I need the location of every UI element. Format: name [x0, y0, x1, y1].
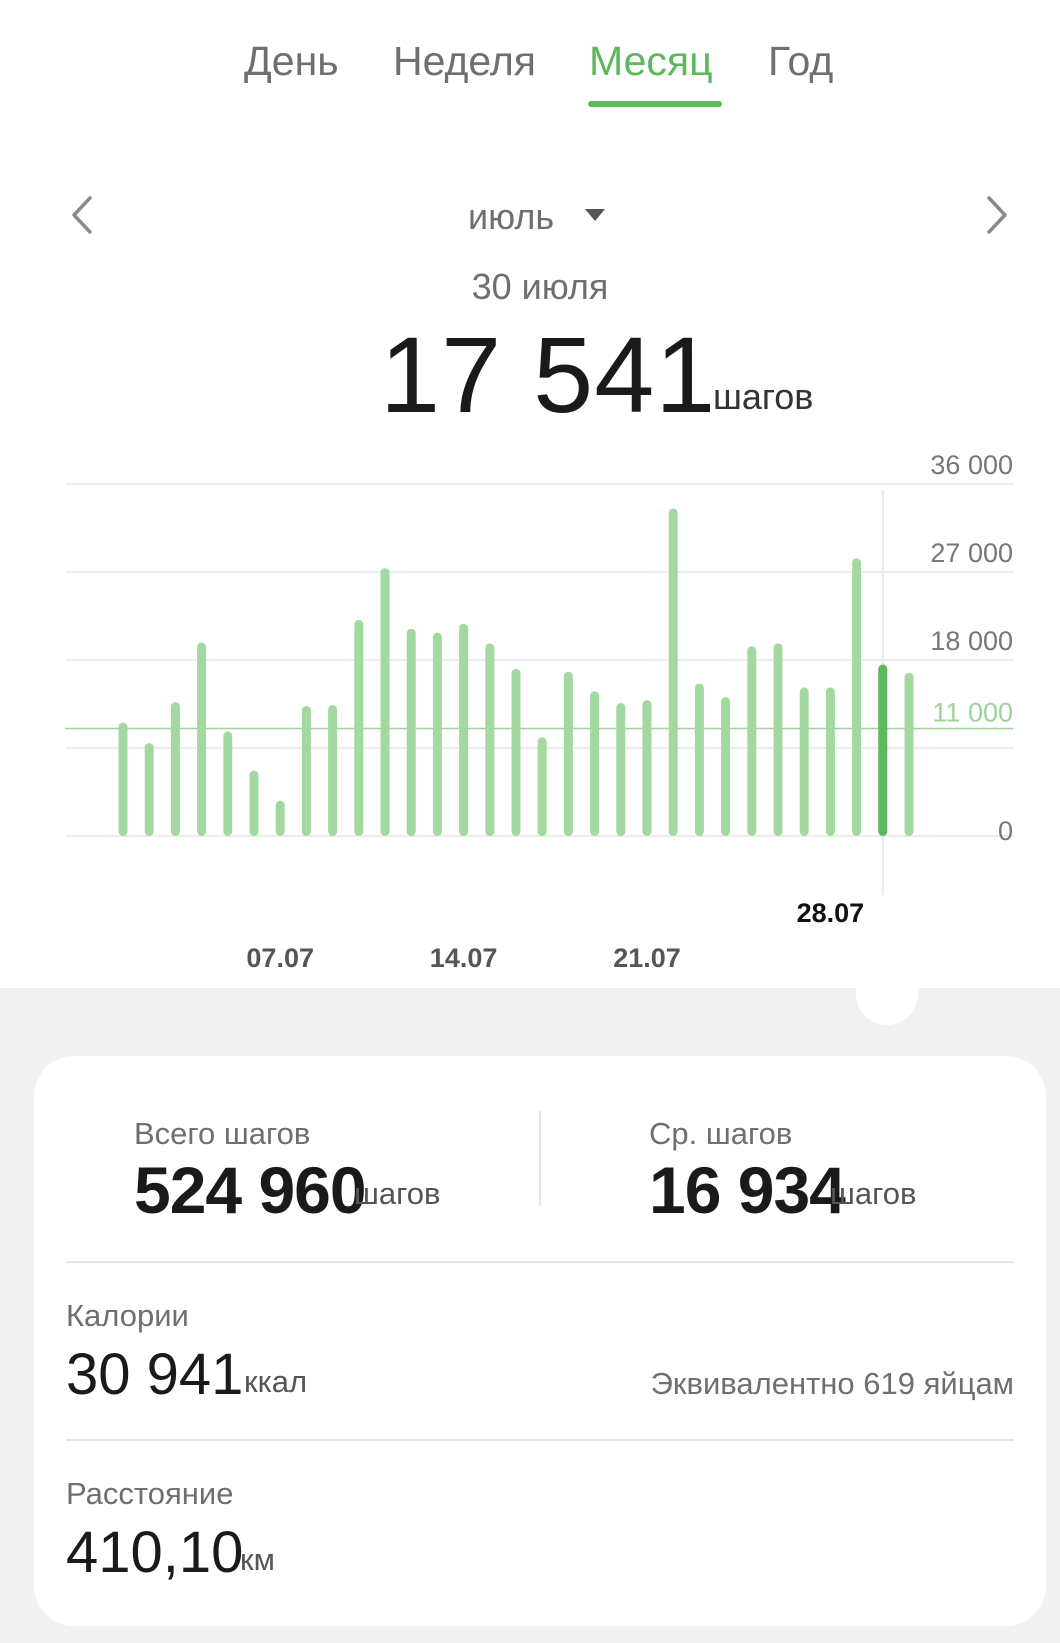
bar: [694, 683, 704, 836]
y-tick-label: 0: [998, 816, 1013, 846]
selected-steps-unit: шагов: [713, 376, 814, 417]
avg-steps-label: Ср. шагов: [649, 1116, 793, 1151]
bar: [642, 700, 652, 836]
calories-unit: ккал: [244, 1364, 308, 1399]
x-tick-label: 28.07: [797, 898, 865, 928]
bar: [747, 646, 757, 836]
active-tab-indicator: [588, 101, 722, 107]
bar: [852, 558, 862, 836]
bar: [485, 643, 495, 836]
x-tick-label: 21.07: [613, 943, 681, 973]
bar: [301, 705, 311, 836]
bar: [197, 642, 207, 836]
tab-week[interactable]: Неделя: [393, 38, 536, 84]
chevron-left-icon[interactable]: [62, 190, 102, 240]
y-tick-label: 18 000: [930, 626, 1013, 656]
total-steps-value: 524 960: [134, 1153, 367, 1227]
summary-card: Всего шагов 524 960 шагов Ср. шагов 16 9…: [34, 1056, 1046, 1626]
steps-bar-chart[interactable]: 0 18 000 27 000 36 000 11 000 07.07 14.07 21.07…: [0, 430, 1060, 990]
avg-steps-value: 16 934: [649, 1153, 846, 1227]
selected-date: 30 июля: [471, 266, 609, 307]
bar: [118, 722, 128, 836]
distance-unit: км: [240, 1542, 275, 1577]
bar: [459, 623, 469, 836]
bar: [511, 668, 521, 836]
bar: [904, 672, 914, 836]
y-tick-label: 36 000: [930, 450, 1013, 480]
bar: [563, 671, 573, 836]
y-tick-label: 27 000: [930, 538, 1013, 568]
stats-divider: [539, 1111, 541, 1206]
calories-label: Калории: [66, 1298, 189, 1333]
tab-month[interactable]: Месяц: [589, 38, 713, 84]
x-tick-label: 07.07: [246, 943, 314, 973]
distance-label: Расстояние: [66, 1476, 234, 1511]
distance-value: 410,10: [66, 1520, 244, 1585]
x-tick-label: 14.07: [430, 943, 498, 973]
bar: [170, 702, 180, 836]
bar: [799, 687, 809, 836]
tab-year[interactable]: Год: [768, 38, 834, 84]
bar: [773, 643, 783, 836]
bar: [721, 697, 731, 836]
bar: [249, 770, 259, 836]
divider: [66, 1261, 1014, 1263]
bar: [144, 743, 154, 836]
month-selector[interactable]: июль: [440, 192, 620, 242]
bar: [432, 632, 442, 836]
bar: [275, 800, 285, 836]
avg-steps-unit: шагов: [830, 1176, 917, 1211]
calories-value: 30 941: [66, 1342, 244, 1407]
period-tabs: День Неделя Месяц Год: [0, 0, 1060, 120]
tab-day[interactable]: День: [244, 38, 339, 84]
caret-down-icon: [583, 207, 607, 228]
bar: [328, 704, 338, 836]
month-label: июль: [468, 196, 555, 237]
chart-scrubber-handle[interactable]: [856, 963, 918, 1025]
calories-equivalent: Эквивалентно 619 яйцам: [650, 1366, 1014, 1401]
divider: [66, 1439, 1014, 1441]
bar: [537, 737, 547, 836]
bar: [590, 691, 600, 836]
bar: [406, 628, 416, 836]
total-steps-label: Всего шагов: [134, 1116, 311, 1151]
bar: [616, 703, 626, 836]
total-steps-unit: шагов: [354, 1176, 441, 1211]
bar: [354, 619, 364, 836]
bar: [380, 568, 390, 836]
selected-steps-value: 17 541: [380, 314, 717, 435]
bar-selected: [878, 664, 888, 836]
bar: [668, 508, 678, 836]
bar: [825, 687, 835, 836]
goal-label: 11 000: [932, 697, 1013, 727]
bar: [223, 731, 233, 836]
chevron-right-icon[interactable]: [977, 190, 1017, 240]
